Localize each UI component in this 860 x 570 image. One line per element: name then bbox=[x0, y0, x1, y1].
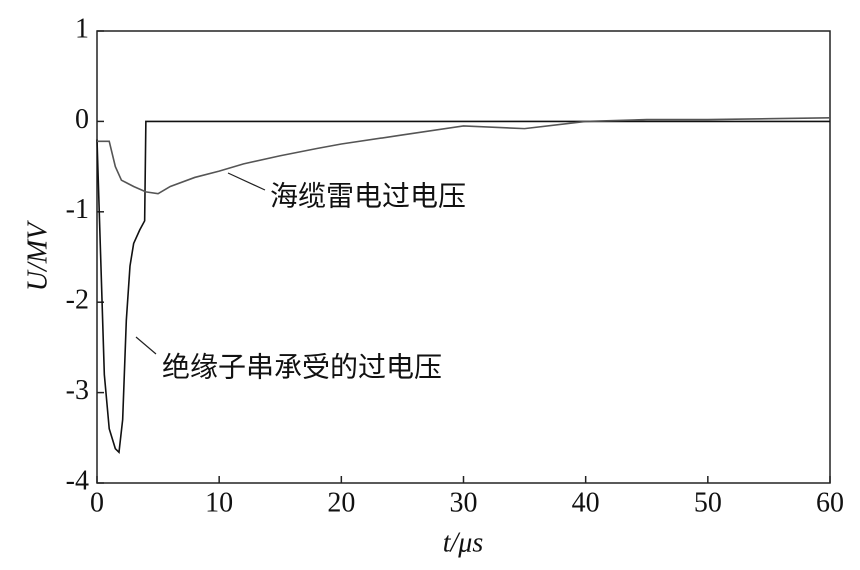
x-tick-label: 60 bbox=[816, 487, 844, 518]
x-tick-label: 0 bbox=[90, 487, 104, 518]
annotation: 海缆雷电过电压 bbox=[270, 180, 466, 212]
x-tick-label: 20 bbox=[327, 487, 355, 518]
y-tick-label: -2 bbox=[66, 285, 89, 316]
x-tick-label: 10 bbox=[205, 487, 233, 518]
y-tick-label: -4 bbox=[66, 465, 89, 496]
leader-line bbox=[227, 172, 266, 191]
y-tick-label: 1 bbox=[75, 13, 89, 44]
plot-frame bbox=[96, 30, 831, 484]
series-line bbox=[96, 120, 830, 454]
y-tick-label: -1 bbox=[66, 194, 89, 225]
x-tick-label: 50 bbox=[694, 487, 722, 518]
annotation: 绝缘子串承受的过电压 bbox=[162, 351, 442, 383]
series-line bbox=[97, 116, 831, 195]
leader-line bbox=[135, 336, 157, 355]
y-axis-label: U/MV bbox=[22, 220, 53, 291]
x-tick-label: 30 bbox=[450, 487, 478, 518]
x-axis-label: t/μs bbox=[443, 527, 484, 558]
x-tick-label: 40 bbox=[572, 487, 600, 518]
y-tick-label: -3 bbox=[66, 375, 89, 406]
y-tick-label: 0 bbox=[75, 104, 89, 135]
